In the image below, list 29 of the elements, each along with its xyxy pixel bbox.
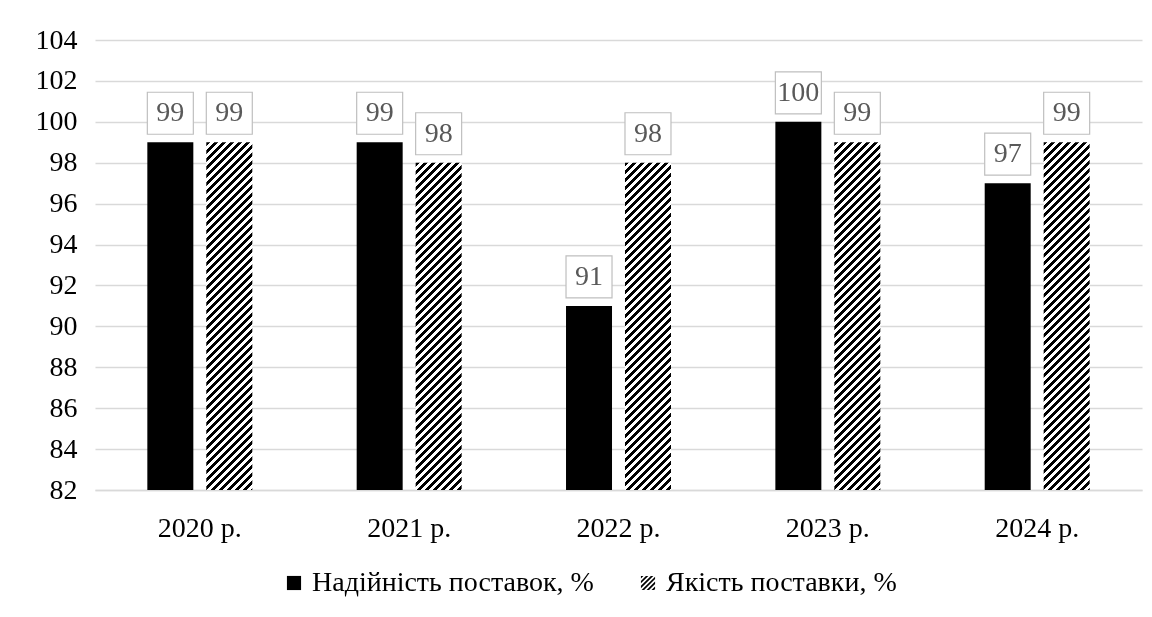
data-label: 99 — [365, 96, 394, 128]
y-tick-label: 94 — [49, 228, 78, 260]
x-tick-label: 2024 р. — [995, 511, 1080, 543]
y-tick-label: 90 — [49, 309, 78, 341]
y-tick-label: 98 — [49, 146, 78, 178]
data-label: 98 — [633, 116, 662, 148]
data-label: 91 — [575, 259, 604, 291]
y-tick-label: 88 — [49, 350, 78, 382]
x-tick-label: 2022 р. — [576, 511, 661, 543]
x-tick-label: 2023 р. — [785, 511, 870, 543]
y-tick-label: 96 — [49, 187, 78, 219]
legend-label: Надійність поставок, % — [312, 566, 594, 597]
y-tick-label: 100 — [35, 105, 78, 137]
legend-label: Якість поставки, % — [666, 566, 897, 597]
data-label: 99 — [843, 96, 872, 128]
x-tick-label: 2020 р. — [157, 511, 242, 543]
y-tick-label: 84 — [49, 432, 78, 464]
data-label: 97 — [993, 137, 1022, 169]
data-label: 98 — [424, 116, 453, 148]
y-tick-label: 92 — [49, 268, 78, 300]
y-tick-label: 102 — [35, 64, 78, 96]
x-tick-label: 2021 р. — [367, 511, 452, 543]
data-label: 99 — [1052, 96, 1081, 128]
y-tick-label: 82 — [49, 473, 78, 505]
data-label: 100 — [777, 75, 820, 107]
data-label: 99 — [156, 96, 185, 128]
y-tick-label: 104 — [35, 23, 78, 55]
y-tick-label: 86 — [49, 391, 78, 423]
data-label: 99 — [215, 96, 244, 128]
